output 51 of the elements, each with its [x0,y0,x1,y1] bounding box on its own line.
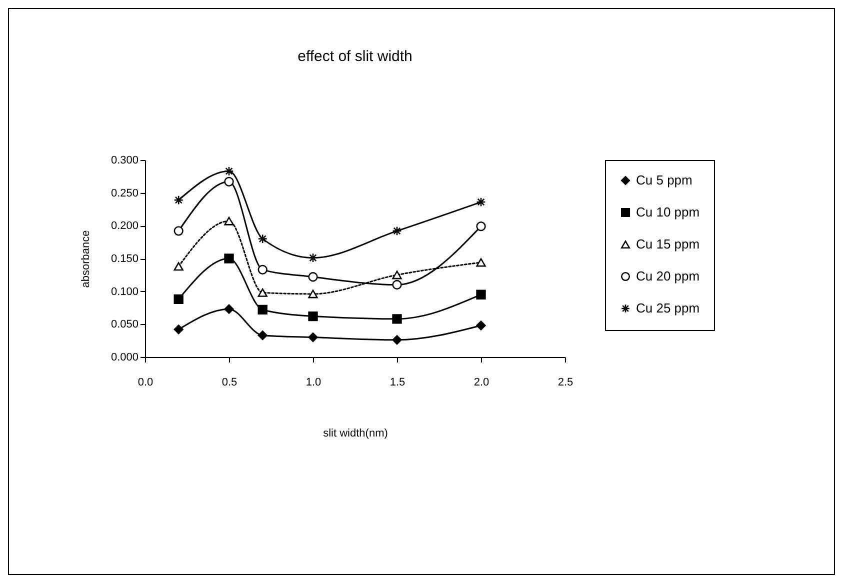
x-tick-label: 0.5 [222,376,238,388]
point [392,270,402,280]
x-tick-label: 0.0 [138,376,154,388]
point [224,304,234,314]
point [308,272,318,282]
point [258,264,268,274]
point [392,280,402,290]
point [476,197,486,207]
x-tick-label: 2.5 [558,376,574,388]
x-axis-title: slit width(nm) [323,428,388,440]
y-tick-label: 0.100 [110,286,138,298]
y-tick-label: 0.050 [110,318,138,331]
point [258,288,268,297]
point [392,226,402,236]
point [258,304,268,315]
point [224,166,234,176]
x-tick-label: 1.5 [390,376,406,388]
point [258,330,268,340]
point [224,254,234,264]
y-tick-label: 0.150 [110,253,138,265]
point [392,314,402,324]
y-tick-label: 0.000 [110,352,138,364]
point [174,294,184,304]
y-tick-label: 0.200 [110,220,138,232]
point [476,320,486,330]
point [174,195,184,205]
legend-label: Cu 10 ppm [636,204,700,220]
point [174,226,184,236]
point [308,253,318,263]
point [224,216,234,226]
y-axis-title: absorbance [80,230,92,288]
x-tick-label: 2.0 [474,376,490,388]
legend-label: Cu 15 ppm [636,236,700,252]
legend-label: Cu 5 ppm [636,172,692,188]
point [308,332,318,342]
point [308,311,318,322]
point [392,335,402,345]
point [174,262,184,271]
point [258,234,268,244]
point [224,176,234,186]
legend-label: Cu 20 ppm [636,268,700,284]
point [308,290,318,298]
legend-label: Cu 25 ppm [636,300,700,316]
y-tick-label: 0.250 [110,187,138,200]
chart-title: effect of slit width [298,48,412,65]
point [476,222,486,232]
point [476,290,486,300]
point [476,258,486,267]
x-tick-label: 1.0 [306,376,322,388]
y-tick-label: 0.300 [110,154,138,166]
point [174,324,184,334]
